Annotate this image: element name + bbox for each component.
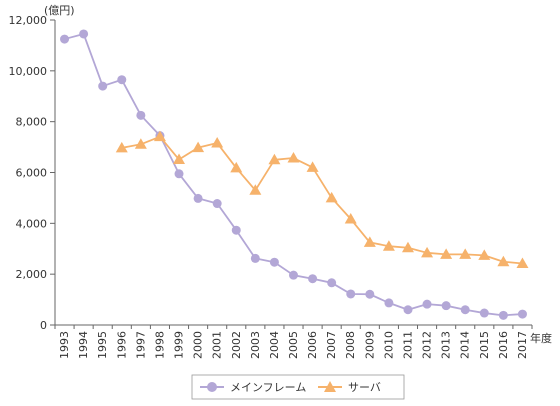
data-point xyxy=(308,274,318,284)
y-tick-label: 12,000 xyxy=(9,14,48,27)
x-tick-label: 2011 xyxy=(401,331,414,359)
data-point xyxy=(517,309,527,319)
data-point xyxy=(344,213,357,224)
data-point xyxy=(211,137,224,148)
legend: メインフレーム サーバ xyxy=(191,374,405,400)
data-point xyxy=(289,270,298,280)
data-point xyxy=(134,138,147,149)
data-point xyxy=(136,110,146,120)
legend-label-server: サーバ xyxy=(348,381,381,394)
legend-label-mainframe: メインフレーム xyxy=(230,381,306,394)
data-point xyxy=(250,253,260,263)
data-point xyxy=(153,130,166,142)
x-tick-label: 2014 xyxy=(459,331,472,359)
data-point xyxy=(173,153,186,165)
x-tick-label: 1998 xyxy=(153,331,166,359)
data-point xyxy=(115,141,128,153)
data-point xyxy=(79,29,89,39)
x-tick-label: 2012 xyxy=(421,331,434,359)
x-tick-label: 2000 xyxy=(192,331,205,359)
y-tick-label: 0 xyxy=(40,319,47,332)
data-point xyxy=(460,305,470,315)
data-point xyxy=(306,161,319,172)
data-point xyxy=(479,308,489,318)
y-tick-label: 6,000 xyxy=(16,167,48,180)
y-unit-label: (億円) xyxy=(44,4,75,17)
y-axis: 0 2,000 4,000 6,000 8,000 10,000 12,000 xyxy=(9,14,56,332)
data-point xyxy=(287,152,300,163)
data-point xyxy=(98,81,108,91)
x-tick-label: 2006 xyxy=(306,331,319,359)
data-point xyxy=(230,161,243,173)
y-tick-label: 4,000 xyxy=(16,217,48,230)
x-tick-label: 1993 xyxy=(58,331,71,359)
x-tick-label: 1994 xyxy=(77,331,90,359)
legend-box xyxy=(191,374,405,400)
data-point xyxy=(325,191,338,203)
data-point xyxy=(459,248,472,259)
y-tick-label: 8,000 xyxy=(16,116,48,129)
data-point xyxy=(346,289,356,299)
x-tick-label: 1997 xyxy=(134,331,147,359)
data-point xyxy=(382,240,395,251)
data-point xyxy=(422,299,432,309)
data-point xyxy=(327,278,337,288)
data-point xyxy=(269,257,279,267)
series-line-1 xyxy=(121,135,523,265)
data-point xyxy=(212,199,222,209)
data-point xyxy=(403,305,413,315)
data-point xyxy=(231,225,241,235)
legend-marker-server xyxy=(324,381,336,392)
x-tick-label: 1996 xyxy=(115,331,128,359)
data-point xyxy=(401,241,414,253)
data-point xyxy=(497,255,510,267)
legend-marker-mainframe xyxy=(207,382,217,392)
x-tick-label: 2007 xyxy=(325,331,338,359)
data-point xyxy=(193,193,203,203)
data-point xyxy=(384,298,394,308)
x-tick-label: 2013 xyxy=(440,331,453,359)
data-point xyxy=(192,141,205,153)
data-point xyxy=(268,153,281,165)
data-point xyxy=(441,301,451,311)
data-point xyxy=(174,169,184,179)
x-tick-label: 2015 xyxy=(478,331,491,359)
y-tick-label: 2,000 xyxy=(16,268,48,281)
data-point xyxy=(516,257,529,268)
data-point xyxy=(249,184,262,195)
x-tick-label: 2002 xyxy=(230,331,243,359)
x-tick-label: 2001 xyxy=(211,331,224,359)
data-point xyxy=(440,248,453,259)
x-tick-label: 2017 xyxy=(516,331,529,359)
x-unit-label: 年度 xyxy=(530,331,552,345)
x-tick-label: 2004 xyxy=(268,331,281,359)
y-tick-label: 10,000 xyxy=(9,65,48,78)
x-tick-label: 2009 xyxy=(363,331,376,359)
data-point xyxy=(365,289,375,299)
x-tick-label: 2003 xyxy=(249,331,262,359)
data-point xyxy=(478,249,491,260)
data-point xyxy=(117,75,127,85)
data-point xyxy=(363,236,376,247)
data-point xyxy=(421,246,434,258)
x-tick-label: 2010 xyxy=(382,331,395,359)
x-tick-label: 1995 xyxy=(96,331,109,359)
x-axis: 1993 1994 1995 1996 1997 1998 1999 2000 2001 2002… xyxy=(54,324,533,359)
x-tick-label: 1999 xyxy=(173,331,186,359)
x-tick-label: 2016 xyxy=(497,331,510,359)
data-point xyxy=(60,34,70,44)
x-tick-label: 2005 xyxy=(287,331,300,359)
series-layer xyxy=(60,29,529,320)
data-point xyxy=(498,310,508,320)
x-tick-label: 2008 xyxy=(344,331,357,359)
